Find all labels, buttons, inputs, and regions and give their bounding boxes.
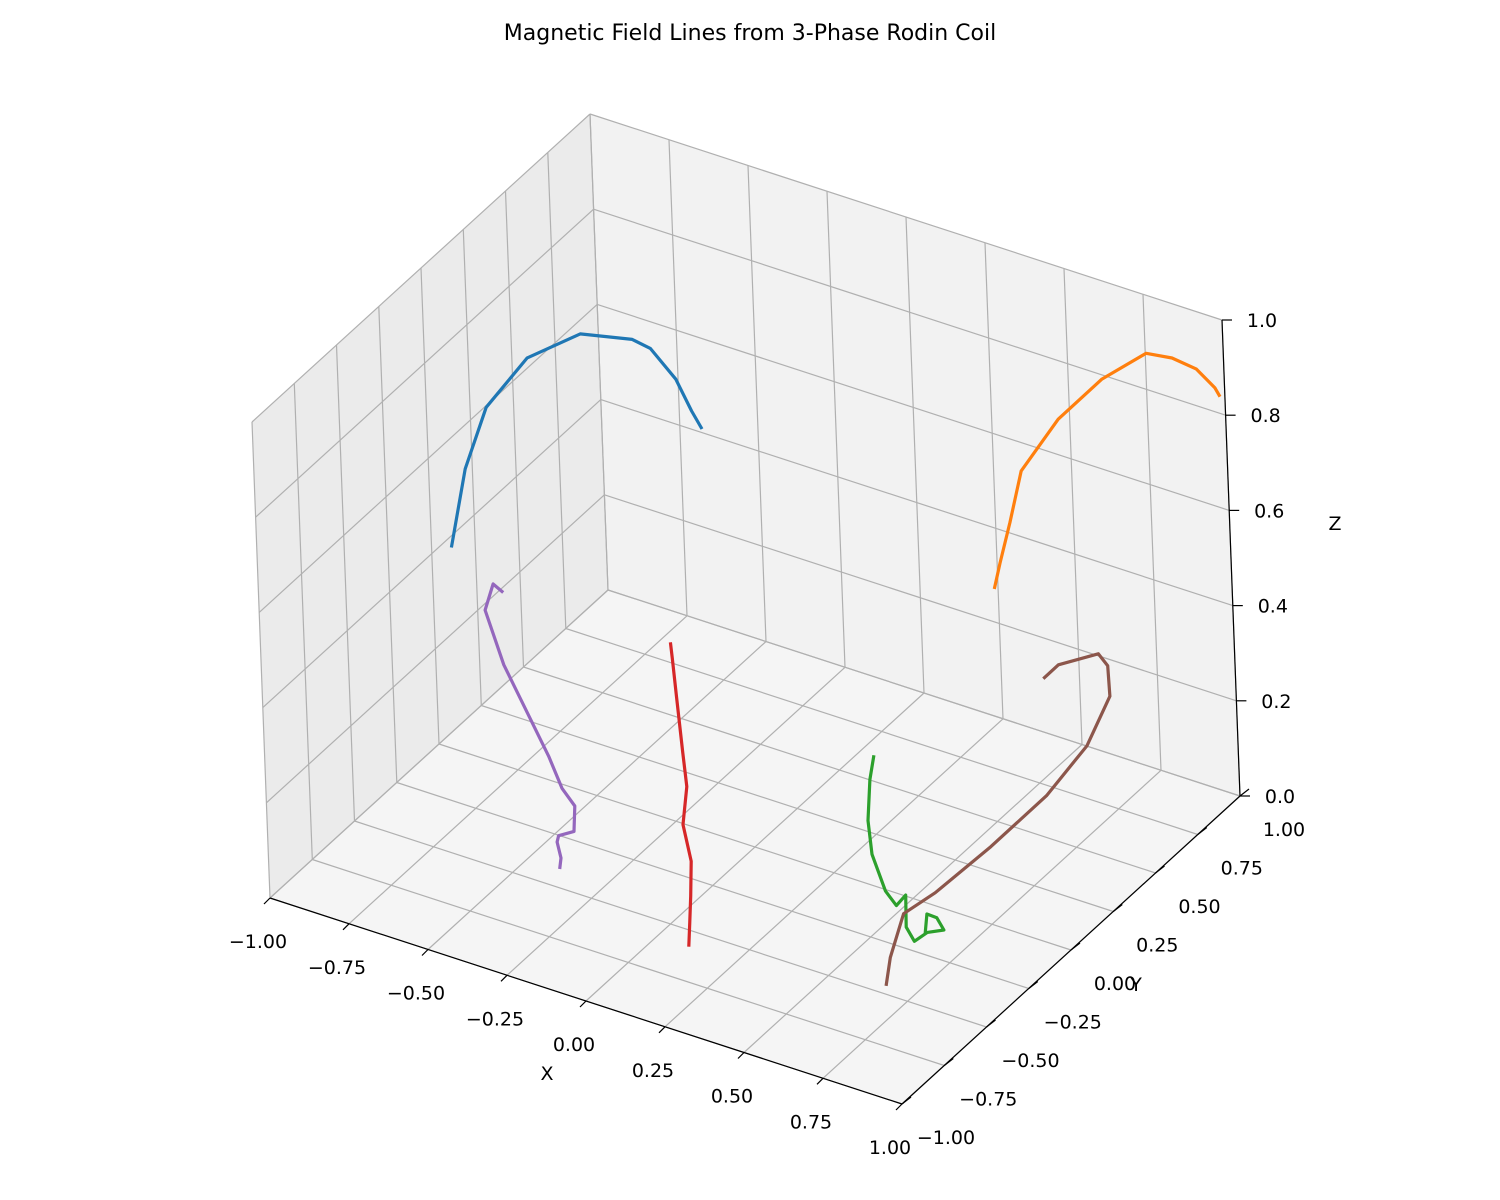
gridline-y-left — [589, 113, 609, 591]
gridline-y-left — [462, 229, 482, 706]
field-line-6 — [884, 652, 1112, 987]
y-tick-mark — [943, 1058, 954, 1066]
y-tick-mark — [1112, 904, 1123, 912]
x-tick-label: −0.75 — [308, 957, 366, 979]
gridline-x-back — [1142, 294, 1162, 771]
gridline-y-floor — [438, 743, 1072, 951]
gridline-y-left — [378, 306, 398, 783]
y-tick-mark — [1155, 865, 1165, 874]
z-tick-label: 1.0 — [1247, 310, 1277, 332]
gridline-x-back — [668, 139, 688, 616]
z-axis-line — [1221, 319, 1241, 797]
axis-lines — [263, 319, 1250, 1111]
x-tick-label: 1.00 — [869, 1137, 911, 1159]
gridline-z-left — [251, 113, 591, 423]
z-axis-label: Z — [1328, 513, 1341, 535]
y-tick-label: 1.00 — [1263, 819, 1305, 841]
series-layer — [449, 332, 1222, 987]
x-tick-label: 0.00 — [553, 1034, 595, 1056]
gridline-z-back — [597, 303, 1230, 511]
z-tick-label: 0.8 — [1250, 405, 1280, 427]
gridline-x-back — [747, 165, 767, 642]
gridline-y-left — [504, 190, 525, 668]
gridline-z-left — [265, 494, 605, 804]
x-tick-label: −0.50 — [387, 983, 445, 1005]
z-tick-label: 0.6 — [1254, 500, 1284, 522]
gridline-z-back — [604, 494, 1237, 702]
x-tick-mark — [816, 1077, 824, 1085]
gridline-y-left — [420, 267, 440, 745]
gridline-x-back — [905, 216, 925, 694]
x-tick-mark — [500, 974, 508, 982]
field-line-5 — [483, 582, 577, 870]
gridline-z-back — [593, 208, 1226, 416]
x-tick-mark — [895, 1103, 903, 1111]
field-line-1 — [449, 332, 704, 548]
y-tick-label: 0.25 — [1136, 935, 1178, 957]
gridline-x-back — [984, 242, 1004, 719]
tick-labels: −1.00−0.75−0.50−0.250.000.250.500.751.00… — [229, 310, 1305, 1159]
y-tick-label: 0.50 — [1178, 896, 1220, 918]
y-tick-mark — [1070, 942, 1081, 951]
gridline-x-back — [1063, 268, 1083, 745]
x-tick-mark — [737, 1052, 745, 1059]
gridline-x-floor — [664, 718, 1004, 1028]
y-tick-mark — [1028, 981, 1039, 989]
z-tick-label: 0.4 — [1258, 596, 1288, 618]
gridline-z-left — [258, 303, 598, 613]
x-tick-mark — [579, 1000, 587, 1008]
y-tick-mark — [1197, 827, 1208, 835]
y-tick-mark — [901, 1096, 912, 1105]
gridline-y-floor — [565, 627, 1198, 836]
gridline-z-back — [589, 113, 1223, 321]
gridline-y-floor — [481, 704, 1114, 913]
gridline-x-floor — [822, 769, 1162, 1079]
gridline-x-floor — [743, 744, 1083, 1053]
gridline-y-left — [547, 152, 567, 629]
y-tick-label: −0.75 — [959, 1089, 1017, 1111]
x-tick-mark — [263, 897, 271, 905]
gridline-y-left — [251, 421, 271, 899]
y-tick-label: 0.00 — [1094, 973, 1136, 995]
gridline-y-left — [293, 383, 313, 860]
y-tick-label: −0.25 — [1044, 1012, 1102, 1034]
field-line-4 — [668, 642, 693, 947]
y-tick-label: −1.00 — [917, 1127, 975, 1149]
y-tick-mark — [1239, 788, 1250, 797]
x-tick-mark — [658, 1026, 666, 1034]
gridline-y-left — [335, 344, 356, 822]
gridline-z-left — [262, 399, 602, 709]
gridline-z-left — [269, 589, 609, 899]
z-tick-label: 0.2 — [1261, 691, 1291, 713]
x-tick-mark — [421, 949, 429, 956]
z-tick-label: 0.0 — [1265, 786, 1295, 808]
y-axis-label: Y — [1129, 974, 1142, 996]
gridline-z-left — [255, 208, 595, 518]
x-tick-label: 0.75 — [790, 1111, 832, 1133]
axis-panes — [252, 114, 1240, 1104]
y-tick-label: 0.75 — [1221, 858, 1263, 880]
gridline-z-back — [607, 589, 1241, 797]
field-line-2 — [992, 351, 1222, 590]
y-tick-label: −0.50 — [1001, 1050, 1059, 1072]
x-tick-label: 0.25 — [632, 1060, 674, 1082]
x-axis-label: X — [540, 1063, 553, 1085]
gridline-y-floor — [523, 666, 1156, 874]
y-tick-mark — [986, 1019, 996, 1028]
gridline-x-back — [826, 191, 846, 668]
gridline-z-back — [600, 399, 1233, 607]
x-tick-label: −1.00 — [229, 931, 287, 953]
chart-title: Magnetic Field Lines from 3-Phase Rodin … — [504, 21, 996, 46]
x-tick-label: 0.50 — [711, 1086, 753, 1108]
x-tick-mark — [342, 923, 350, 931]
x-tick-label: −0.25 — [466, 1008, 524, 1030]
